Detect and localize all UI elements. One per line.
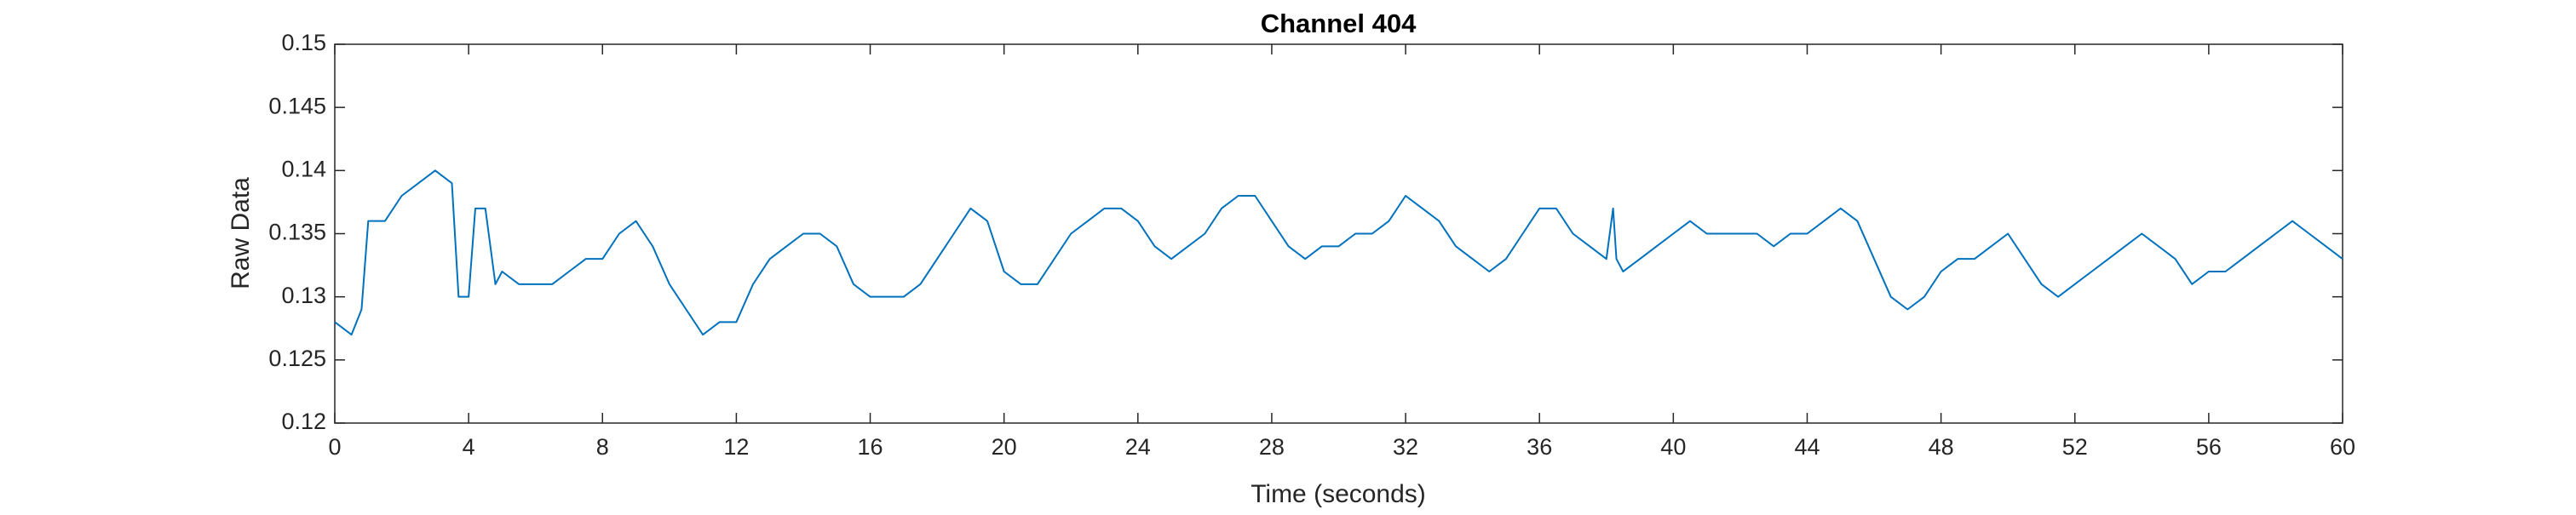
x-tick-label: 12 bbox=[723, 434, 749, 460]
data-line bbox=[334, 169, 2343, 336]
y-axis-label: Raw Data bbox=[227, 177, 255, 289]
y-tick-label: 0.125 bbox=[268, 346, 326, 371]
x-tick-label: 32 bbox=[1393, 434, 1418, 460]
y-tick-label: 0.14 bbox=[281, 156, 326, 181]
x-tick-label: 56 bbox=[2196, 434, 2222, 460]
plot-frame bbox=[334, 43, 2343, 424]
y-tick-label: 0.145 bbox=[268, 93, 326, 118]
x-tick-label: 48 bbox=[1929, 434, 1954, 460]
y-tick-label: 0.13 bbox=[281, 283, 326, 308]
x-axis-label: Time (seconds) bbox=[1251, 480, 1426, 508]
x-tick-label: 0 bbox=[328, 434, 341, 460]
x-tick-label: 8 bbox=[596, 434, 609, 460]
y-tick-label: 0.135 bbox=[268, 220, 326, 245]
x-tick-label: 20 bbox=[992, 434, 1017, 460]
x-tick-label: 28 bbox=[1259, 434, 1285, 460]
x-tick-label: 52 bbox=[2062, 434, 2088, 460]
x-tick-label: 44 bbox=[1794, 434, 1820, 460]
y-tick-label: 0.12 bbox=[281, 409, 326, 434]
y-tick-label: 0.15 bbox=[281, 30, 326, 55]
x-tick-label: 40 bbox=[1660, 434, 1686, 460]
chart-title: Channel 404 bbox=[1261, 9, 1417, 38]
x-tick-label: 16 bbox=[858, 434, 883, 460]
x-tick-label: 24 bbox=[1125, 434, 1151, 460]
x-tick-label: 4 bbox=[463, 434, 475, 460]
x-tick-label: 60 bbox=[2330, 434, 2355, 460]
x-tick-label: 36 bbox=[1527, 434, 1552, 460]
